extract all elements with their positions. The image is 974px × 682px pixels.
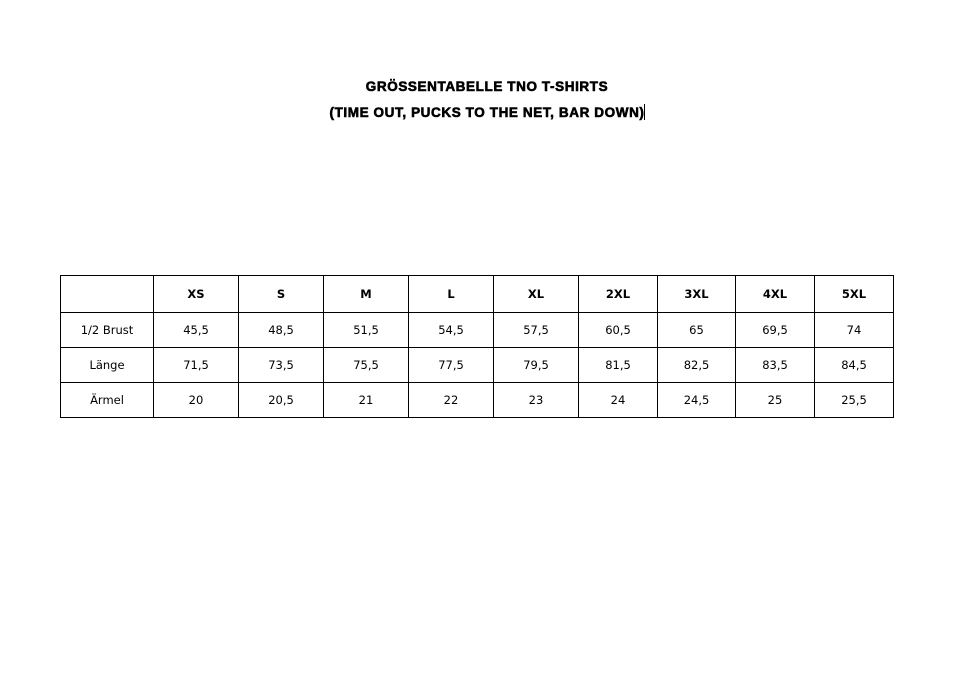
table-cell: 81,5 (578, 347, 658, 383)
table-cell: 24,5 (657, 382, 736, 418)
column-header: M (323, 275, 409, 313)
table-row: 1/2 Brust 45,5 48,5 51,5 54,5 57,5 60,5 65 69,5 7… (60, 312, 894, 348)
table-cell: 60,5 (578, 312, 658, 348)
row-label: Ärmel (60, 382, 154, 418)
table-cell: 71,5 (153, 347, 239, 383)
text-cursor (643, 104, 645, 120)
table-cell: 65 (657, 312, 736, 348)
column-header: XS (153, 275, 239, 313)
table-cell: 57,5 (493, 312, 579, 348)
table-cell: 77,5 (408, 347, 494, 383)
row-label: Länge (60, 347, 154, 383)
table-cell: 51,5 (323, 312, 409, 348)
table-cell: 83,5 (735, 347, 815, 383)
column-header: 5XL (814, 275, 894, 313)
table-cell: 73,5 (238, 347, 324, 383)
subtitle-text: (Time Out, Pucks to the Net, Bar Down) (329, 105, 645, 121)
table-cell: 20,5 (238, 382, 324, 418)
table-cell: 79,5 (493, 347, 579, 383)
column-header: 2XL (578, 275, 658, 313)
column-header: S (238, 275, 324, 313)
table-cell: 74 (814, 312, 894, 348)
table-cell: 54,5 (408, 312, 494, 348)
table-cell: 82,5 (657, 347, 736, 383)
table-cell: 22 (408, 382, 494, 418)
table-row: Ärmel 20 20,5 21 22 23 24 24,5 25 25,5 (60, 382, 894, 418)
table-cell: 24 (578, 382, 658, 418)
row-label: 1/2 Brust (60, 312, 154, 348)
table-cell: 21 (323, 382, 409, 418)
column-header: 3XL (657, 275, 736, 313)
table-cell: 45,5 (153, 312, 239, 348)
table-cell: 23 (493, 382, 579, 418)
document-subtitle: (Time Out, Pucks to the Net, Bar Down) (0, 104, 974, 120)
document-title: Größentabelle TNO T-Shirts (365, 79, 609, 95)
column-header (60, 275, 154, 313)
table-cell: 69,5 (735, 312, 815, 348)
column-header: XL (493, 275, 579, 313)
header-row: XS S M L XL 2XL 3XL 4XL 5XL (60, 275, 894, 313)
table-cell: 75,5 (323, 347, 409, 383)
table-cell: 48,5 (238, 312, 324, 348)
table-cell: 25 (735, 382, 815, 418)
column-header: 4XL (735, 275, 815, 313)
column-header: L (408, 275, 494, 313)
size-table: XS S M L XL 2XL 3XL 4XL 5XL 1/2 Brust 45,5 48,5 51,… (60, 275, 894, 418)
table-cell: 84,5 (814, 347, 894, 383)
table-cell: 20 (153, 382, 239, 418)
table-row: Länge 71,5 73,5 75,5 77,5 79,5 81,5 82,5 83,5 84,… (60, 347, 894, 383)
table-cell: 25,5 (814, 382, 894, 418)
